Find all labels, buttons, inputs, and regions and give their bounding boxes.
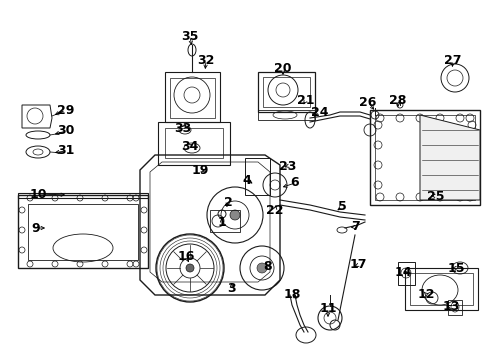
- Text: 31: 31: [57, 144, 75, 158]
- Ellipse shape: [257, 263, 266, 273]
- Ellipse shape: [229, 210, 240, 220]
- Text: 35: 35: [181, 30, 198, 42]
- Text: 10: 10: [29, 188, 47, 201]
- Text: 6: 6: [290, 176, 299, 189]
- Ellipse shape: [185, 264, 194, 272]
- Text: 11: 11: [319, 302, 336, 315]
- Text: 34: 34: [181, 139, 198, 153]
- Text: 4: 4: [242, 174, 251, 186]
- Text: 14: 14: [393, 266, 411, 279]
- Polygon shape: [419, 115, 479, 200]
- Text: 30: 30: [57, 125, 75, 138]
- Text: 8: 8: [263, 261, 272, 274]
- Text: 32: 32: [197, 54, 214, 67]
- Text: 15: 15: [447, 261, 464, 274]
- Text: 7: 7: [350, 220, 359, 234]
- Text: 9: 9: [32, 221, 40, 234]
- Text: 25: 25: [427, 189, 444, 202]
- Text: 28: 28: [388, 94, 406, 107]
- Text: 27: 27: [443, 54, 461, 67]
- Text: 17: 17: [348, 258, 366, 271]
- Text: 19: 19: [191, 163, 208, 176]
- Text: 16: 16: [177, 249, 194, 262]
- Text: 18: 18: [283, 288, 300, 302]
- Text: 2: 2: [223, 195, 232, 208]
- Text: 5: 5: [337, 201, 346, 213]
- Text: 3: 3: [227, 282, 236, 294]
- Text: 23: 23: [279, 159, 296, 172]
- Text: 26: 26: [359, 95, 376, 108]
- Text: 20: 20: [274, 62, 291, 75]
- Bar: [209, 210, 240, 232]
- Text: 33: 33: [174, 122, 191, 135]
- Text: 12: 12: [416, 288, 434, 301]
- Text: 29: 29: [57, 104, 75, 117]
- Text: 22: 22: [265, 203, 283, 216]
- Text: 1: 1: [217, 216, 226, 229]
- Text: 24: 24: [311, 105, 328, 118]
- Text: 21: 21: [297, 94, 314, 107]
- Text: 13: 13: [442, 301, 459, 314]
